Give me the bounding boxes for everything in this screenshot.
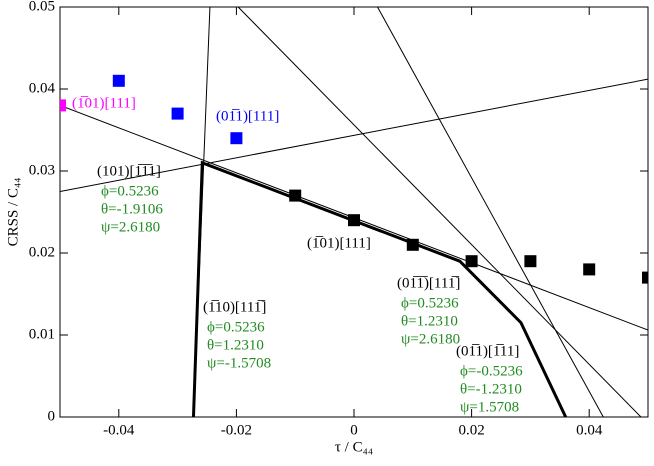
annotation-param: ψ=1.5708 [460, 399, 519, 415]
data-point [112, 74, 125, 87]
annotation-param: θ=-1.2310 [460, 381, 522, 397]
data-point [348, 214, 360, 227]
x-axis-label: τ / C₄₄ [335, 439, 373, 455]
y-tick-label: 0.04 [29, 80, 56, 96]
y-tick-label: 0 [48, 408, 56, 424]
y-tick-label: 0.03 [29, 162, 55, 178]
plot-area [60, 7, 648, 417]
annotation-param: ϕ=-0.5236 [460, 363, 523, 379]
yield-line [60, 78, 648, 192]
data-point [465, 255, 478, 268]
x-tick-label: -0.04 [103, 422, 135, 438]
data-point [642, 271, 648, 284]
annotation-label: (1̅01)[111] [307, 235, 371, 251]
y-axis-label: CRSS / C₄₄ [5, 178, 21, 247]
annotation-label: (01̅1)[111] [216, 108, 279, 124]
data-point [230, 132, 243, 145]
data-point [60, 99, 66, 112]
annotation-param: θ=-1.9106 [101, 201, 163, 217]
annotation-param: ψ=2.6180 [401, 331, 460, 347]
yield-line [237, 7, 642, 417]
x-tick-label: 0.04 [576, 422, 603, 438]
data-point [406, 238, 419, 251]
data-point [524, 255, 537, 268]
annotation-param: θ=1.2310 [207, 337, 264, 353]
annotation-label: (101)[1̅1̅1] [97, 163, 161, 179]
annotation-label: (1̅01)[111] [72, 95, 136, 111]
data-point [289, 189, 302, 202]
y-tick-label: 0.01 [29, 326, 55, 342]
annotation-label: (01̅1)[1̅11] [456, 343, 519, 359]
data-point [583, 263, 596, 276]
annotation-param: ϕ=0.5236 [101, 183, 159, 199]
data-point [171, 107, 184, 120]
annotation-label: (01̅1̅)[111̅] [397, 275, 460, 291]
y-tick-label: 0.02 [29, 244, 55, 260]
annotation-param: ψ=-1.5708 [207, 355, 271, 371]
y-tick-label: 0.05 [29, 0, 55, 14]
yield-line [191, 160, 568, 417]
x-tick-label: 0.02 [458, 422, 484, 438]
annotation-param: ϕ=0.5236 [207, 319, 265, 335]
annotation-label: (1̅10)[111̅] [203, 299, 266, 315]
annotation-param: ψ=2.6180 [101, 219, 160, 235]
x-tick-label: -0.02 [221, 422, 252, 438]
x-tick-label: 0 [350, 422, 358, 438]
annotation-param: θ=1.2310 [401, 313, 458, 329]
yield-line [377, 7, 604, 417]
annotation-param: ϕ=0.5236 [401, 295, 459, 311]
